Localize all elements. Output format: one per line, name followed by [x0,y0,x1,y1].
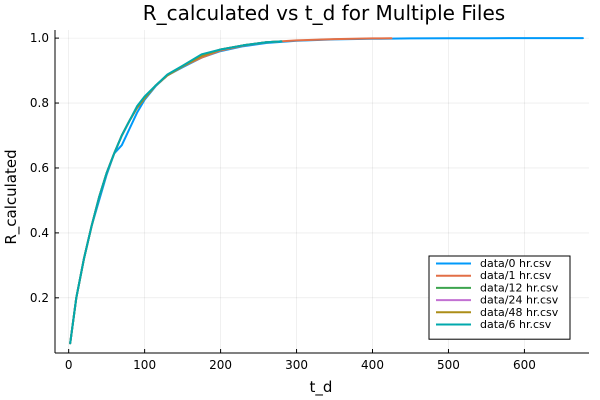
ticks: 0 100 200 300 400 500 600 0.2 0.4 0.6 0.8 1.0 [30,31,536,372]
axes [54,30,589,354]
chart-title: R_calculated vs t_d for Multiple Files [143,1,505,25]
legend-entry: data/1 hr.csv [480,269,552,282]
legend-entry: data/24 hr.csv [480,294,559,307]
legend-entry: data/12 hr.csv [480,281,559,294]
y-axis-label: R_calculated [2,149,21,244]
x-tick-label: 200 [209,358,232,372]
y-tick-label: 0.4 [30,226,49,240]
x-tick-label: 300 [285,358,308,372]
series [69,37,584,345]
series-line-5 [69,40,283,345]
x-axis-label: t_d [310,378,333,397]
legend-entry: data/6 hr.csv [480,318,552,331]
x-tick-label: 500 [437,358,460,372]
y-tick-label: 0.8 [30,96,49,110]
y-tick-label: 0.6 [30,161,49,175]
y-tick-label: 1.0 [30,31,49,45]
x-tick-label: 400 [361,358,384,372]
x-tick-label: 0 [65,358,73,372]
x-tick-label: 100 [133,358,156,372]
grid [55,30,589,353]
legend-entry: data/48 hr.csv [480,306,559,319]
y-tick-label: 0.2 [30,291,49,305]
x-tick-label: 600 [513,358,536,372]
legend-entry: data/0 hr.csv [480,257,552,270]
